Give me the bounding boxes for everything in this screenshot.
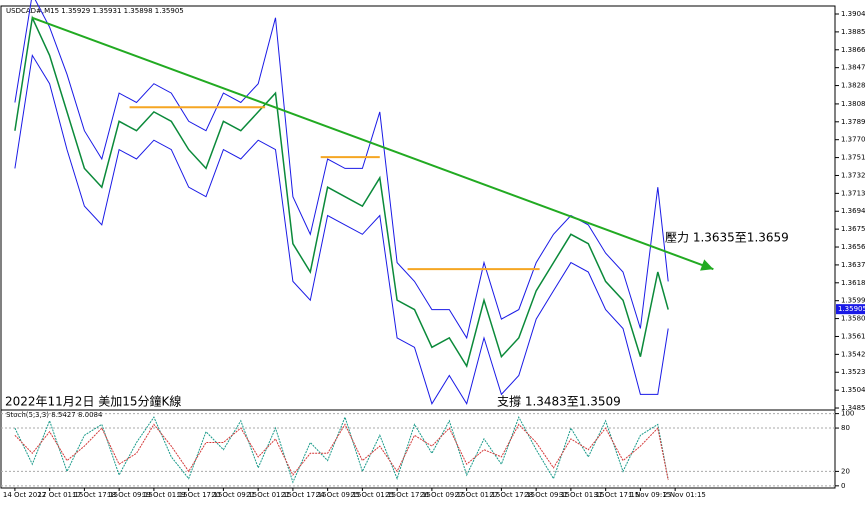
band-line bbox=[14, 0, 669, 340]
current-price-label: 1.35905 bbox=[838, 305, 865, 313]
stoch-line bbox=[14, 423, 669, 481]
y-tick-label: 1.37135 bbox=[841, 189, 865, 197]
y-tick-label: 1.37895 bbox=[841, 118, 865, 126]
y-tick-label: 100 bbox=[841, 410, 854, 418]
y-tick-label: 1.39040 bbox=[841, 10, 865, 18]
x-tick-label: 2 Nov 01:15 bbox=[663, 491, 706, 499]
y-tick-label: 1.36375 bbox=[841, 261, 865, 269]
x-tick-label: 28 Oct 09:15 bbox=[524, 491, 570, 499]
chart-caption: 2022年11月2日 美加15分鐘K線 bbox=[5, 394, 181, 409]
y-tick-label: 1.35805 bbox=[841, 315, 865, 323]
y-tick-label: 0 bbox=[841, 482, 845, 490]
y-tick-label: 1.35615 bbox=[841, 332, 865, 340]
price-line bbox=[14, 15, 669, 368]
x-tick-label: 25 Oct 17:15 bbox=[385, 491, 431, 499]
y-tick-label: 1.35425 bbox=[841, 350, 865, 358]
x-tick-label: 20 Oct 09:15 bbox=[211, 491, 257, 499]
y-tick-label: 20 bbox=[841, 467, 850, 475]
y-tick-label: 1.38470 bbox=[841, 64, 865, 72]
y-tick-label: 1.36755 bbox=[841, 225, 865, 233]
y-tick-label: 1.38660 bbox=[841, 46, 865, 54]
x-tick-label: 31 Oct 17:15 bbox=[594, 491, 640, 499]
trendline bbox=[31, 16, 714, 271]
y-tick-label: 1.36565 bbox=[841, 243, 865, 251]
current-price-box bbox=[836, 304, 865, 315]
y-tick-label: 1.37515 bbox=[841, 154, 865, 162]
x-tick-label: 17 Oct 01:15 bbox=[38, 491, 84, 499]
y-tick-label: 1.38085 bbox=[841, 100, 865, 108]
y-tick-label: 1.35235 bbox=[841, 368, 865, 376]
resistance-note: 壓力 1.3635至1.3659 bbox=[665, 231, 789, 245]
stoch-title: Stoch(5,3,3) 8.5427 8.0084 bbox=[6, 411, 103, 419]
y-tick-label: 1.36185 bbox=[841, 279, 865, 287]
x-tick-label: 25 Oct 01:15 bbox=[350, 491, 396, 499]
y-tick-label: 1.37325 bbox=[841, 171, 865, 179]
band-line bbox=[14, 53, 669, 406]
x-tick-label: 19 Oct 01:15 bbox=[142, 491, 188, 499]
y-tick-label: 1.38850 bbox=[841, 28, 865, 36]
x-tick-label: 24 Oct 09:15 bbox=[316, 491, 362, 499]
y-tick-label: 1.35045 bbox=[841, 386, 865, 394]
support-note: 支撐 1.3483至1.3509 bbox=[497, 395, 621, 409]
y-tick-label: 1.35995 bbox=[841, 297, 865, 305]
y-tick-label: 1.34855 bbox=[841, 404, 865, 412]
y-tick-label: 80 bbox=[841, 424, 850, 432]
x-tick-label: 14 Oct 2022 bbox=[3, 491, 46, 499]
y-tick-label: 1.36945 bbox=[841, 207, 865, 215]
x-tick-label: 18 Oct 09:15 bbox=[107, 491, 153, 499]
x-tick-label: 21 Oct 17:15 bbox=[281, 491, 327, 499]
x-tick-label: 27 Oct 01:15 bbox=[455, 491, 501, 499]
x-tick-label: 19 Oct 17:15 bbox=[177, 491, 223, 499]
x-tick-label: 17 Oct 17:15 bbox=[72, 491, 118, 499]
x-tick-label: 31 Oct 01:15 bbox=[559, 491, 605, 499]
stoch-panel bbox=[0, 409, 836, 489]
x-tick-label: 21 Oct 01:15 bbox=[246, 491, 292, 499]
y-tick-label: 1.37705 bbox=[841, 136, 865, 144]
y-tick-label: 1.38280 bbox=[841, 82, 865, 90]
x-tick-label: 1 Nov 09:15 bbox=[628, 491, 671, 499]
x-tick-label: 26 Oct 09:15 bbox=[420, 491, 466, 499]
chart-title: USDCAD#,M15 1.35929 1.35931 1.35898 1.35… bbox=[6, 7, 184, 15]
x-tick-label: 27 Oct 17:15 bbox=[489, 491, 535, 499]
